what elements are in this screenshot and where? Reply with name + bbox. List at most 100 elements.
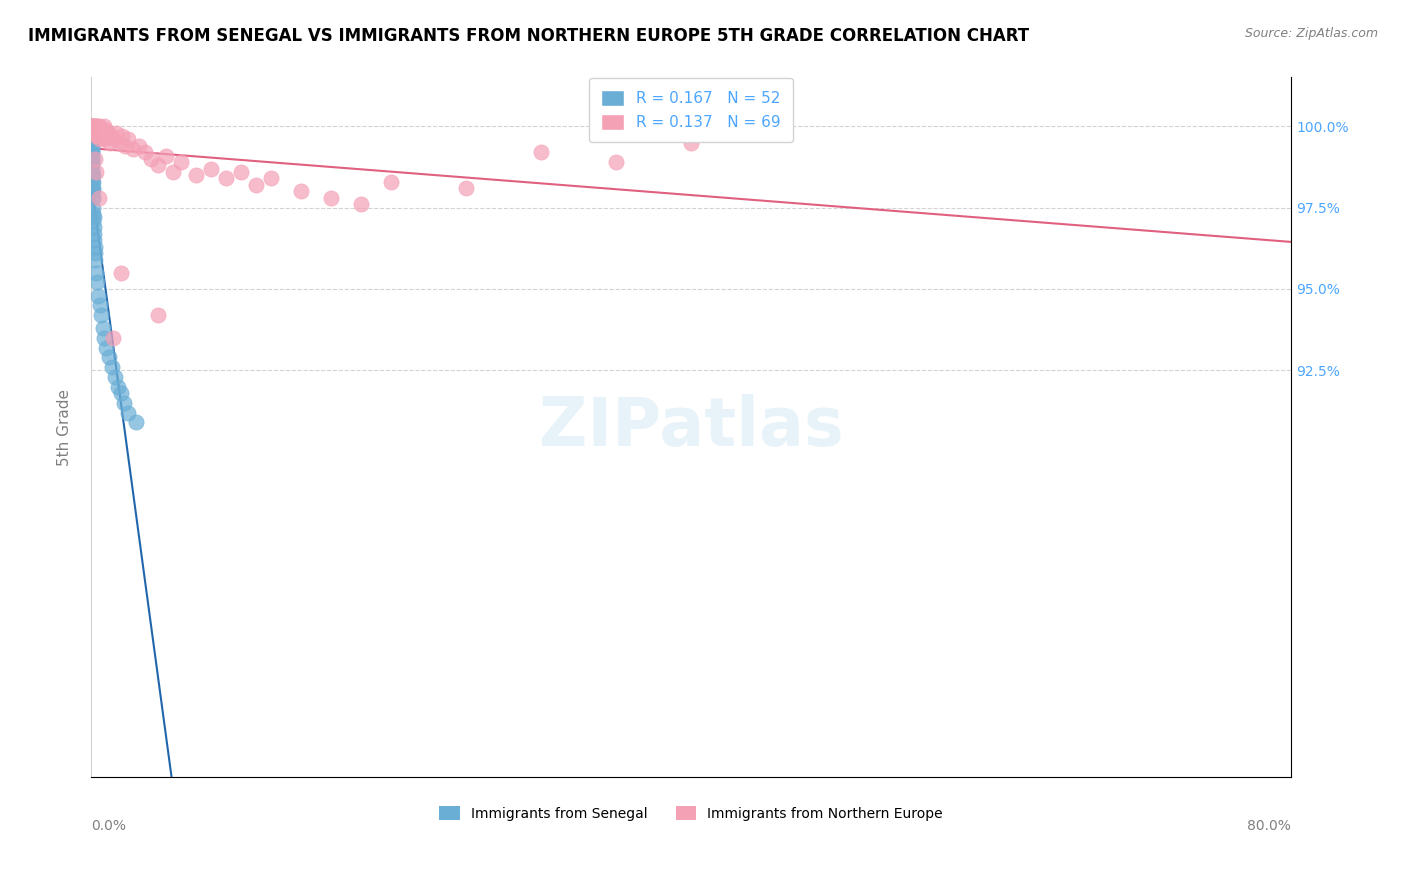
Point (80, 152, 103, 166)
Point (86, 120, 108, 134)
Point (80, 126, 103, 140)
Legend: Immigrants from Senegal, Immigrants from Northern Europe: Immigrants from Senegal, Immigrants from… (433, 800, 949, 826)
Point (84, 252, 107, 267)
Point (86, 120, 108, 134)
Point (83, 240, 105, 254)
Point (380, 175, 402, 189)
Point (82, 145, 104, 160)
Point (86, 122, 108, 136)
Point (87, 128, 110, 143)
Point (80, 136, 103, 150)
Point (93, 120, 115, 134)
Point (82, 168, 104, 182)
Point (82, 126, 104, 140)
Point (93, 331, 115, 345)
Point (83, 211, 105, 225)
Point (80, 132, 103, 146)
Point (82, 158, 104, 172)
Point (148, 308, 170, 322)
Point (605, 155, 627, 169)
Point (117, 406, 139, 420)
Point (681, 136, 703, 150)
Point (83, 220, 105, 235)
Point (82, 181, 104, 195)
Point (82, 191, 104, 205)
Point (319, 191, 342, 205)
Point (82, 120, 104, 134)
Point (229, 165, 252, 179)
Point (82, 171, 104, 186)
Point (84, 165, 107, 179)
Point (80, 161, 103, 176)
Point (89, 122, 111, 136)
Point (82, 213, 104, 227)
Point (82, 168, 104, 182)
Point (260, 171, 283, 186)
Point (245, 178, 267, 192)
Text: Source: ZipAtlas.com: Source: ZipAtlas.com (1244, 27, 1378, 40)
Point (454, 181, 477, 195)
Point (83, 227, 105, 241)
Point (89, 120, 111, 134)
Point (83, 122, 105, 136)
Point (82, 122, 104, 136)
Point (125, 416, 148, 430)
Point (82, 201, 104, 215)
Point (82, 185, 104, 199)
Point (350, 197, 373, 211)
Point (84, 126, 107, 140)
Point (80, 120, 103, 134)
Point (90, 128, 112, 143)
Point (103, 132, 125, 146)
Point (80, 148, 103, 162)
Point (84, 122, 107, 136)
Text: IMMIGRANTS FROM SENEGAL VS IMMIGRANTS FROM NORTHERN EUROPE 5TH GRADE CORRELATION: IMMIGRANTS FROM SENEGAL VS IMMIGRANTS FR… (28, 27, 1029, 45)
Point (290, 185, 312, 199)
Point (83, 120, 105, 134)
Point (89, 132, 111, 146)
Point (82, 120, 104, 134)
Point (82, 152, 104, 166)
Point (110, 266, 132, 280)
Point (110, 386, 132, 401)
Point (94, 341, 117, 355)
Point (96, 128, 118, 143)
Point (80, 142, 103, 156)
Point (184, 168, 207, 182)
Text: 80.0%: 80.0% (1247, 819, 1291, 833)
Point (170, 155, 193, 169)
Point (134, 145, 156, 160)
Point (91, 126, 114, 140)
Point (162, 165, 184, 179)
Text: 0.0%: 0.0% (91, 819, 127, 833)
Point (94, 122, 117, 136)
Point (111, 128, 134, 143)
Point (114, 138, 136, 153)
Point (82, 181, 104, 195)
Point (90, 126, 112, 140)
Point (84, 120, 107, 134)
Point (97, 351, 120, 365)
Point (80, 120, 103, 134)
Text: ZIPatlas: ZIPatlas (538, 394, 844, 460)
Point (90, 308, 112, 322)
Point (86, 276, 108, 290)
Point (89, 191, 111, 205)
Y-axis label: 5th Grade: 5th Grade (58, 389, 72, 466)
Point (104, 369, 127, 384)
Point (82, 191, 104, 205)
Point (94, 126, 117, 140)
Point (122, 142, 145, 156)
Point (80, 155, 103, 169)
Point (148, 158, 170, 172)
Point (97, 126, 120, 140)
Point (530, 145, 553, 160)
Point (82, 175, 104, 189)
Point (91, 122, 114, 136)
Point (80, 138, 103, 153)
Point (101, 360, 124, 375)
Point (87, 122, 110, 136)
Point (103, 331, 125, 345)
Point (86, 126, 108, 140)
Point (83, 120, 105, 134)
